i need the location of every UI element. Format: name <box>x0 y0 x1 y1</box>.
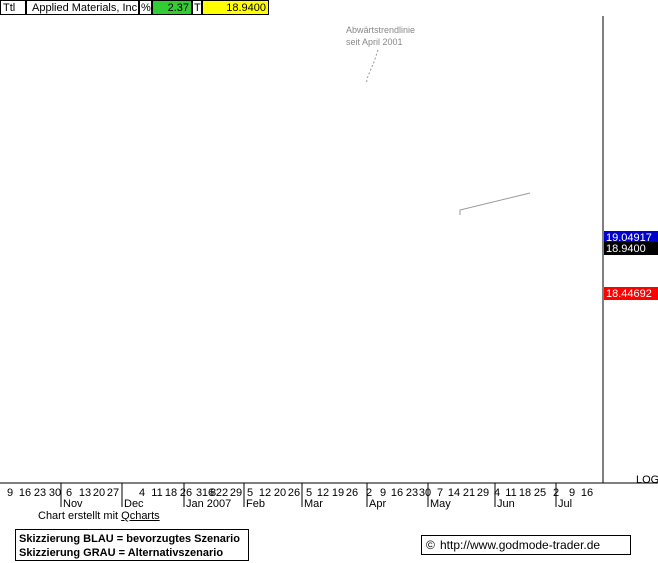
price-tag <box>604 231 658 244</box>
x-tick-label: 29 <box>477 487 489 499</box>
x-tick-label: 5 <box>247 487 253 499</box>
x-tick-label: 23 <box>34 487 46 499</box>
x-tick-label: 26 <box>180 487 192 499</box>
x-tick-label: 14 <box>448 487 460 499</box>
price-tag <box>604 287 658 300</box>
x-tick-label: 26 <box>346 487 358 499</box>
x-tick-label: 22 <box>216 487 228 499</box>
price-tag <box>604 242 658 255</box>
x-tick-label: 20 <box>274 487 286 499</box>
x-tick-label: 4 <box>139 487 145 499</box>
downtrend-note: Abwärtstrendlinie <box>346 25 415 35</box>
x-month-label: Mar <box>304 498 323 510</box>
x-tick-label: 7 <box>437 487 443 499</box>
x-tick-label: 16 <box>391 487 403 499</box>
x-tick-label: 16 <box>19 487 31 499</box>
x-month-label: Nov <box>63 498 83 510</box>
x-tick-label: 12 <box>259 487 271 499</box>
x-tick-label: 27 <box>107 487 119 499</box>
x-tick-label: 18 <box>165 487 177 499</box>
x-month-label: Jun <box>497 498 515 510</box>
price-tag-label: 18.9400 <box>606 243 646 255</box>
ticker-symbol: Ttl <box>0 0 26 15</box>
x-tick-label: 16 <box>581 487 593 499</box>
x-tick-label: 9 <box>7 487 13 499</box>
chart-credit: Chart erstellt mit Qcharts <box>38 510 160 522</box>
downtrend-note: seit April 2001 <box>346 37 403 47</box>
x-tick-label: 11 <box>505 487 516 499</box>
x-tick-label: 2 <box>366 487 372 499</box>
t-sign: T <box>192 0 202 15</box>
x-tick-label: 3 <box>196 487 202 499</box>
last-price: 18.9400 <box>202 0 269 15</box>
x-month-label: May <box>430 498 451 510</box>
x-tick-label: 20 <box>93 487 105 499</box>
x-tick-label: 6 <box>66 487 72 499</box>
instrument-name: Applied Materials, Inc. <box>26 0 139 15</box>
flag-line <box>459 192 531 215</box>
x-tick-label: 13 <box>79 487 91 499</box>
percent-sign: % <box>139 0 152 15</box>
x-tick-label: 18 <box>519 487 531 499</box>
x-tick-label: 16 <box>202 487 214 499</box>
price-tag-label: 19.04917 <box>606 232 652 244</box>
x-month-label: Jan 2007 <box>186 498 231 510</box>
legend-grey-line: Skizzierung GRAU = Alternativszenario <box>19 547 224 559</box>
x-tick-label: 23 <box>406 487 418 499</box>
source-url-box: © http://www.godmode-trader.de <box>421 535 631 555</box>
x-tick-label: 5 <box>306 487 312 499</box>
x-tick-label: 26 <box>288 487 300 499</box>
scale-label: LOG <box>636 474 658 486</box>
change-value: 2.37 <box>152 0 192 15</box>
credit-prefix: Chart erstellt mit <box>38 510 122 522</box>
x-month-label: Apr <box>369 498 386 510</box>
copyright-icon: © <box>426 538 435 552</box>
x-tick-label: 19 <box>332 487 344 499</box>
x-month-label: Dec <box>124 498 144 510</box>
x-tick-label: 21 <box>463 487 475 499</box>
x-month-label: Feb <box>246 498 265 510</box>
x-tick-label: 9 <box>380 487 386 499</box>
x-tick-label: 30 <box>49 487 61 499</box>
legend-blue-line: Skizzierung BLAU = bevorzugtes Szenario <box>19 533 240 545</box>
source-url[interactable]: http://www.godmode-trader.de <box>440 538 601 552</box>
x-tick-label: 12 <box>317 487 329 499</box>
x-tick-label: 9 <box>569 487 575 499</box>
x-tick-label: 4 <box>494 487 500 499</box>
x-month-label: Jul <box>558 498 572 510</box>
x-tick-label: 25 <box>534 487 546 499</box>
scenario-legend: Skizzierung BLAU = bevorzugtes Szenario … <box>15 529 249 561</box>
x-tick-label: 29 <box>230 487 242 499</box>
x-tick-label: 8 <box>210 487 216 499</box>
note-pointer <box>365 49 379 85</box>
price-tag-label: 18.44692 <box>606 288 652 300</box>
credit-link[interactable]: Qcharts <box>121 510 160 522</box>
x-tick-label: 11 <box>151 487 162 499</box>
